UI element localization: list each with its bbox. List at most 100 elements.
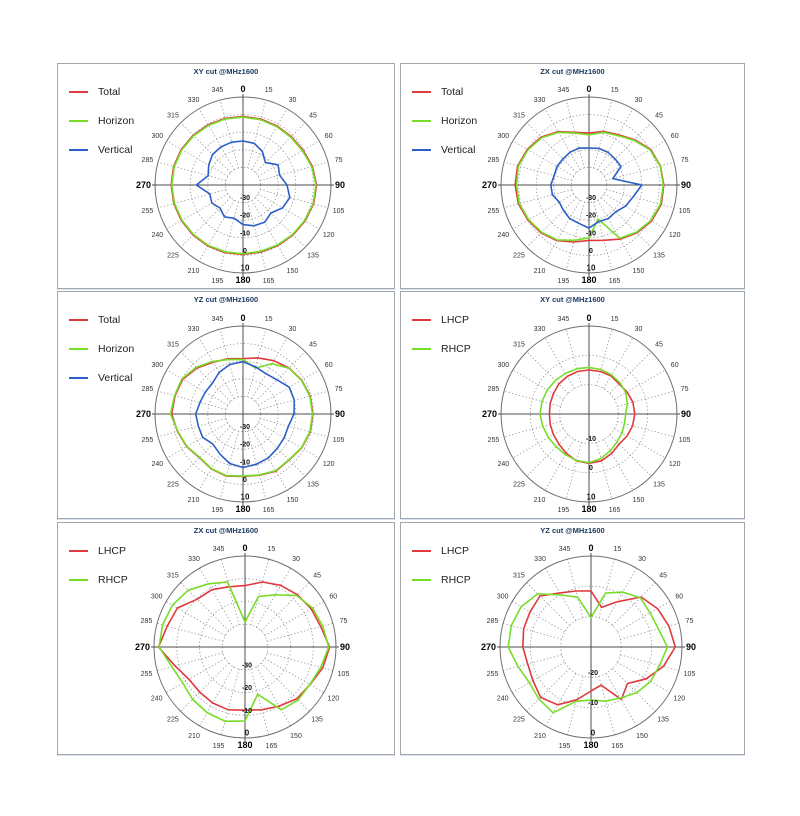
angle-tick-75: 75 [686,618,694,625]
legend-swatch [69,377,88,379]
angle-tick-30: 30 [289,97,297,104]
legend-item-vertical: Vertical [412,142,477,158]
angle-tick-210: 210 [534,268,546,275]
legend-label: Total [98,314,121,326]
radial-tick--30: -30 [586,195,596,202]
angle-tick-150: 150 [636,733,648,740]
angle-tick-300: 300 [151,133,163,140]
angle-tick-105: 105 [679,437,691,444]
angle-tick-0: 0 [242,543,247,553]
angle-tick-195: 195 [212,278,224,285]
angle-tick-45: 45 [309,113,317,120]
legend-swatch [69,120,88,122]
angle-tick-210: 210 [188,268,200,275]
angle-tick-195: 195 [559,743,571,750]
angle-tick-330: 330 [188,97,200,104]
angle-tick-120: 120 [673,696,685,703]
legend-swatch [69,348,88,350]
radial-tick--10: -10 [240,230,250,237]
angle-tick-255: 255 [487,671,499,678]
angle-tick-90: 90 [335,180,345,190]
angle-tick-135: 135 [307,482,319,489]
angle-tick-240: 240 [497,696,509,703]
legend-item-total: Total [412,84,477,100]
chart-legend: Total Horizon Vertical [412,84,477,171]
chart-legend: LHCP RHCP [412,543,471,601]
polar-plot: 15 30 45 60 75 105 120 135 150 165 195 210 225 240 255… [136,84,345,285]
curve-vertical [195,140,291,227]
angle-tick-135: 135 [653,253,665,260]
radial-tick-0: 0 [589,465,593,472]
legend-label: LHCP [441,545,470,557]
angle-tick-225: 225 [513,253,525,260]
angle-tick-165: 165 [609,507,621,514]
angle-tick-60: 60 [329,594,337,601]
angle-tick-330: 330 [534,556,546,563]
legend-label: Total [441,86,464,98]
radial-tick--20: -20 [586,213,596,220]
angle-tick-315: 315 [513,342,525,349]
angle-tick-315: 315 [167,113,179,120]
radial-tick-0: 0 [243,477,247,484]
angle-tick-0: 0 [240,84,245,94]
chart-title: ZX cut @MHz1600 [540,67,605,76]
radial-tick--20: -20 [240,442,250,449]
angle-tick-30: 30 [638,556,646,563]
legend-label: LHCP [441,314,470,326]
radial-tick--10: -10 [586,230,596,237]
panel-zx-cut-total: 15 30 45 60 75 105 120 135 150 165 195 210 225 240 255… [400,63,745,289]
angle-tick-150: 150 [633,497,645,504]
angle-tick-270: 270 [482,180,497,190]
angle-tick-15: 15 [268,546,276,553]
curve-lhcp [522,590,677,706]
radial-tick--20: -20 [588,670,598,677]
angle-tick-195: 195 [213,743,225,750]
angle-tick-30: 30 [635,326,643,333]
legend-item-lhcp: LHCP [69,543,128,559]
angle-tick-315: 315 [167,572,179,579]
angle-tick-90: 90 [686,642,696,652]
polar-plot: 15 30 45 60 75 105 120 135 150 165 195 210 225 240 255… [482,84,691,285]
angle-tick-45: 45 [659,572,667,579]
angle-tick-60: 60 [671,362,679,369]
legend-item-vertical: Vertical [69,142,134,158]
angle-tick-15: 15 [611,316,619,323]
angle-tick-285: 285 [141,618,153,625]
legend-item-rhcp: RHCP [412,572,471,588]
curve-horizon [169,358,314,477]
angle-tick-300: 300 [151,594,163,601]
angle-tick-75: 75 [681,157,689,164]
radial-tick--10: -10 [586,436,596,443]
radial-tick-10: 10 [587,493,596,502]
angle-tick-255: 255 [141,671,153,678]
angle-tick-255: 255 [142,437,154,444]
legend-swatch [69,550,88,552]
angle-tick-180: 180 [235,504,250,514]
chart-title: XY cut @MHz1600 [193,67,259,76]
legend-swatch [69,149,88,151]
angle-tick-285: 285 [488,386,500,393]
legend-item-lhcp: LHCP [412,543,471,559]
radial-tick-10: 10 [587,264,596,273]
polar-plot: 15 30 45 60 75 105 120 135 150 165 195 210 225 240 255… [136,313,345,514]
legend-item-horizon: Horizon [69,341,134,357]
angle-tick-90: 90 [340,642,350,652]
angle-tick-255: 255 [142,208,154,215]
angle-tick-60: 60 [325,362,333,369]
panel-zx-cut-circular: 15 30 45 60 75 105 120 135 150 165 195 210 225 240 255… [57,522,395,755]
legend-label: RHCP [441,343,471,355]
angle-tick-225: 225 [513,717,525,724]
angle-tick-105: 105 [338,671,350,678]
angle-tick-270: 270 [136,180,151,190]
legend-swatch [412,348,431,350]
chart-legend: Total Horizon Vertical [69,312,134,399]
angle-tick-270: 270 [135,642,150,652]
angle-tick-180: 180 [235,275,250,285]
angle-tick-90: 90 [681,409,691,419]
angle-tick-30: 30 [292,556,300,563]
angle-tick-90: 90 [681,180,691,190]
angle-tick-105: 105 [679,208,691,215]
legend-label: Horizon [98,343,135,355]
angle-tick-210: 210 [534,497,546,504]
angle-tick-105: 105 [333,437,345,444]
